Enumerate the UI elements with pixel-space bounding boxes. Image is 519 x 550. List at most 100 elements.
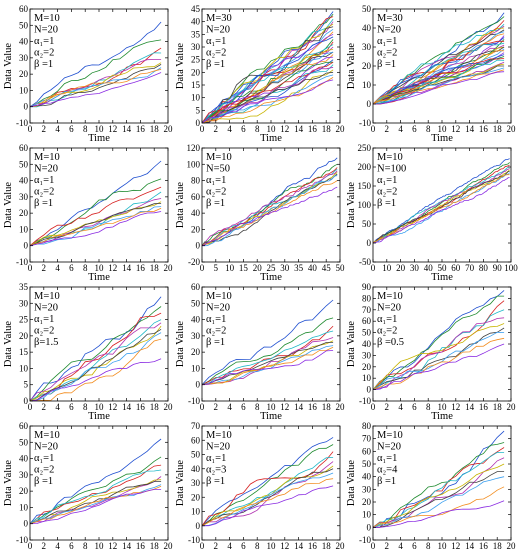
y-tick-label: 10 xyxy=(362,510,372,520)
chart-panel-4: 0 2 4 6 8 10 12 14 16 18 20-100102030405060TimeDat… xyxy=(3,143,173,283)
parameter-annotation: M=10 xyxy=(34,152,60,163)
x-tick-label: 8 xyxy=(255,124,260,134)
x-tick-label: 18 xyxy=(322,402,332,412)
y-tick-label: 35 xyxy=(19,282,29,292)
x-tick-label: 16 xyxy=(136,124,146,134)
x-tick-label: 16 xyxy=(308,402,318,412)
parameter-annotation: M=10 xyxy=(377,152,403,163)
y-tick-label: 0 xyxy=(24,102,29,112)
x-tick-label: 30 xyxy=(410,263,420,273)
x-tick-label: 18 xyxy=(493,124,503,134)
series-line xyxy=(373,500,505,528)
chart-panel-7: 0 2 4 6 8 10 12 14 16 18 2005101520253035TimeData … xyxy=(3,282,173,422)
y-tick-label: 60 xyxy=(191,282,201,292)
x-tick-label: 14 xyxy=(465,124,475,134)
x-tick-label: 10 xyxy=(267,124,277,134)
x-tick-label: 12 xyxy=(451,541,460,550)
series-line xyxy=(373,69,505,105)
series-line xyxy=(373,16,505,105)
x-tick-label: 0 xyxy=(28,263,33,273)
parameter-annotation: β =1 xyxy=(206,337,225,348)
x-tick-label: 10 xyxy=(95,124,105,134)
y-tick-label: 0 xyxy=(367,99,372,109)
x-tick-label: 20 xyxy=(336,402,346,412)
y-tick-label: 20 xyxy=(191,492,201,502)
y-tick-label: 50 xyxy=(19,159,29,169)
series-line xyxy=(202,465,334,527)
x-tick-label: 18 xyxy=(150,124,160,134)
x-tick-label: 80 xyxy=(479,263,489,273)
x-tick-label: 10 xyxy=(438,541,448,550)
x-tick-label: 8 xyxy=(83,541,88,550)
parameter-annotation: β =1 xyxy=(206,59,225,70)
parameter-annotation: α₁=1 xyxy=(377,175,397,186)
series-line xyxy=(30,207,162,247)
x-tick-label: 20 xyxy=(164,541,174,550)
parameter-annotation: α₁=1 xyxy=(206,175,226,186)
y-tick-label: 0 xyxy=(367,522,372,532)
x-tick-label: 12 xyxy=(451,402,460,412)
y-tick-label: 80 xyxy=(362,421,372,431)
series-line xyxy=(202,451,334,527)
y-tick-label: 10 xyxy=(19,85,29,95)
parameter-annotation: N=100 xyxy=(377,164,406,175)
parameter-annotation: N=20 xyxy=(34,164,58,175)
parameter-annotation: β =1 xyxy=(377,59,396,70)
series-line xyxy=(373,290,505,390)
series-line xyxy=(373,171,510,244)
x-tick-label: 6 xyxy=(412,402,417,412)
series-line xyxy=(30,481,162,525)
y-tick-label: 5 xyxy=(24,380,29,390)
y-tick-label: 10 xyxy=(19,363,29,373)
y-axis-label: Data Value xyxy=(175,460,186,507)
x-tick-label: 2 xyxy=(214,402,219,412)
y-axis-label: Data Value xyxy=(175,43,186,90)
series-line xyxy=(202,71,334,123)
series-line xyxy=(373,71,505,105)
x-tick-label: 6 xyxy=(412,124,417,134)
series-line xyxy=(30,178,162,247)
parameter-annotation: N=20 xyxy=(206,303,230,314)
parameter-annotation: α₂=4 xyxy=(377,465,398,476)
x-tick-label: 35 xyxy=(294,263,304,273)
x-tick-label: 40 xyxy=(424,263,434,273)
x-axis-label: Time xyxy=(88,133,110,144)
y-tick-label: 10 xyxy=(19,224,29,234)
x-axis-label: Time xyxy=(431,133,453,144)
y-tick-label: 90 xyxy=(362,282,372,292)
x-tick-label: 20 xyxy=(396,263,406,273)
chart-panel-8: 0 2 4 6 8 10 12 14 16 18 20-100102030405060TimeDat… xyxy=(175,282,345,422)
series-line xyxy=(373,174,510,244)
y-tick-label: 30 xyxy=(362,42,372,52)
parameter-annotation: α₂=2 xyxy=(34,48,54,59)
series-line xyxy=(373,317,505,390)
y-tick-label: 0 xyxy=(196,241,201,251)
y-tick-label: 10 xyxy=(362,80,372,90)
y-tick-label: 50 xyxy=(362,4,372,14)
x-tick-label: 14 xyxy=(122,263,132,273)
y-tick-label: 20 xyxy=(362,61,372,71)
series-line xyxy=(202,170,338,246)
parameter-annotation: α₂=2 xyxy=(34,465,54,476)
y-tick-label: 60 xyxy=(362,316,372,326)
series-line xyxy=(202,77,334,123)
series-group xyxy=(373,290,505,390)
y-tick-label: 30 xyxy=(19,298,29,308)
parameter-annotation: α₂=2 xyxy=(206,187,226,198)
series-line xyxy=(30,469,162,525)
parameter-annotation: N=20 xyxy=(377,25,401,36)
y-tick-label: -10 xyxy=(16,535,28,545)
parameter-annotation: β=1.5 xyxy=(34,337,58,348)
series-line xyxy=(373,295,505,390)
series-line xyxy=(30,160,162,247)
y-axis-label: Data Value xyxy=(3,43,14,90)
series-line xyxy=(373,447,505,528)
parameter-annotation: N=50 xyxy=(206,164,230,175)
x-tick-label: 0 xyxy=(371,124,376,134)
parameter-annotation: α₁=1 xyxy=(206,453,226,464)
y-tick-label: 200 xyxy=(358,162,372,172)
y-tick-label: 20 xyxy=(191,224,201,234)
x-tick-label: 8 xyxy=(83,263,88,273)
x-tick-label: 10 xyxy=(267,541,277,550)
parameter-annotation: β =1 xyxy=(206,198,225,209)
